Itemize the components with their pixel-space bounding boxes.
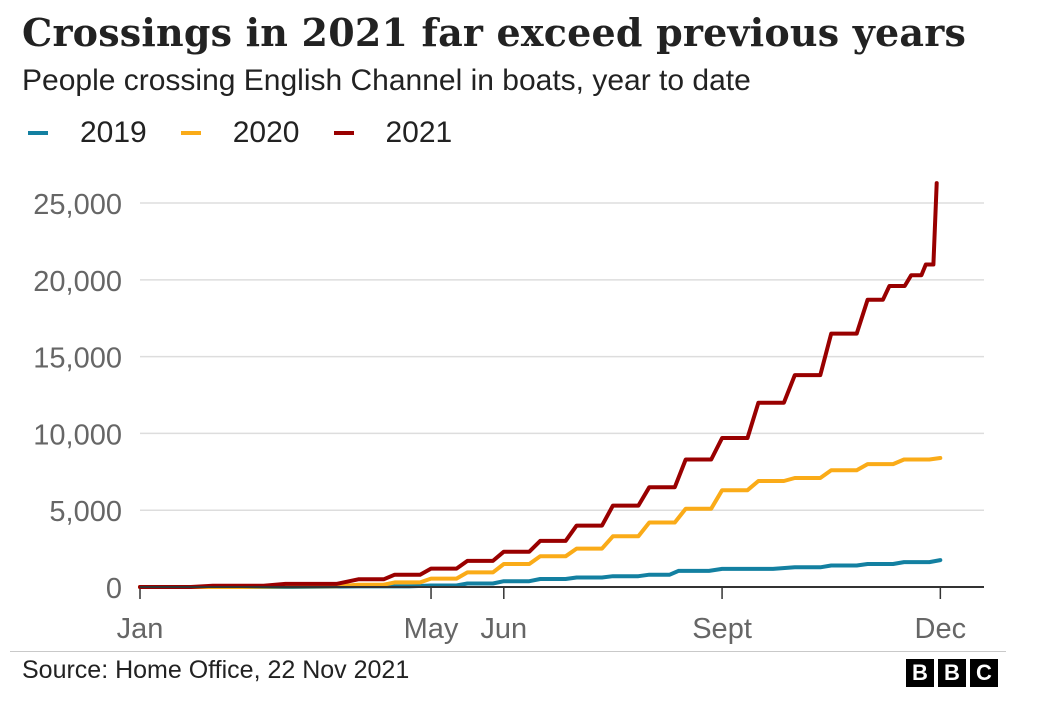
bbc-logo: B B C <box>906 659 1002 687</box>
x-tick-label: Dec <box>915 613 967 645</box>
bbc-logo-letter-c: C <box>970 659 998 687</box>
y-tick-label: 0 <box>106 573 122 605</box>
y-tick-label: 10,000 <box>33 419 122 451</box>
source-note: Source: Home Office, 22 Nov 2021 <box>22 656 410 684</box>
series-line-2020 <box>138 456 943 589</box>
x-tick-label: Jan <box>117 613 164 645</box>
chart-subtitle: People crossing English Channel in boats… <box>22 64 751 97</box>
series-line-2019 <box>138 558 943 589</box>
legend-label-2019: 2019 <box>80 116 147 149</box>
legend-swatch-2020 <box>180 131 201 135</box>
legend-label-2020: 2020 <box>232 116 300 149</box>
legend-swatch-2021 <box>333 131 354 135</box>
bbc-logo-letter-b2: B <box>938 659 966 687</box>
legend-item-2021: 2021 <box>328 116 453 150</box>
x-tick-label: May <box>404 613 459 645</box>
bbc-logo-letter-b1: B <box>906 659 934 687</box>
legend-swatch-2019 <box>28 131 48 135</box>
series-line-2021 <box>138 181 939 589</box>
legend-label-2021: 2021 <box>385 116 453 149</box>
footer-divider <box>10 651 1006 652</box>
chart-title: Crossings in 2021 far exceed previous ye… <box>22 10 967 55</box>
legend-item-2020: 2020 <box>175 116 300 150</box>
y-tick-label: 25,000 <box>33 189 122 221</box>
y-tick-label: 5,000 <box>49 496 122 528</box>
x-tick-label: Sept <box>692 613 752 645</box>
y-tick-label: 15,000 <box>33 343 122 375</box>
y-tick-label: 20,000 <box>33 266 122 298</box>
x-tick-label: Jun <box>480 613 527 645</box>
chart-legend: 2019 2020 2021 <box>22 116 480 150</box>
legend-item-2019: 2019 <box>22 116 147 150</box>
